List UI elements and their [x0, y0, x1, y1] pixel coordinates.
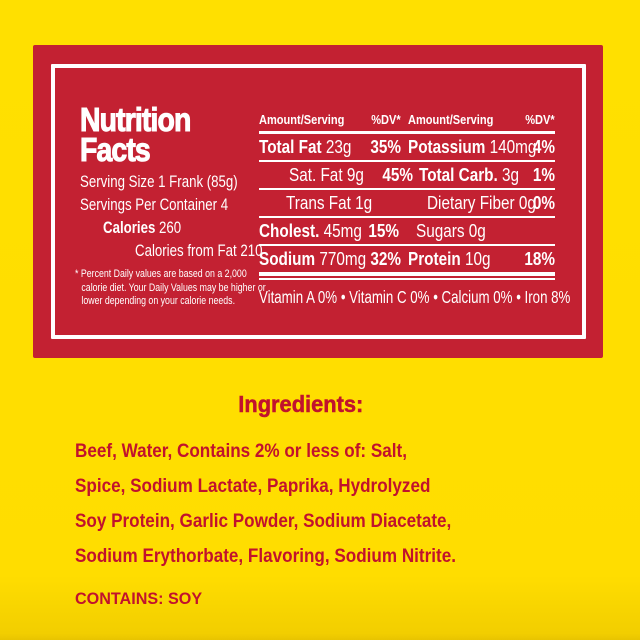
double-divider: [259, 272, 555, 280]
nutrition-facts-left-column: Nutrition Facts Serving Size 1 Frank (85…: [75, 101, 280, 309]
header-dv-right: %DV*: [525, 112, 555, 127]
table-row-sodium-protein: Sodium 770mg 32% Protein 10g 18%: [259, 248, 555, 269]
table-row-cholesterol-sugars: Cholest. 45mg 15% Sugars 0g: [259, 220, 486, 241]
ingredients-line: Sodium Erythorbate, Flavoring, Sodium Ni…: [75, 546, 456, 567]
contains-statement: CONTAINS: SOY: [75, 589, 203, 608]
divider: [259, 160, 555, 162]
table-row-sat-fat-total-carb: Sat. Fat 9g 45% Total Carb. 3g 1%: [289, 164, 555, 185]
title-line-2: Facts: [80, 131, 152, 168]
header-amount-serving-right: Amount/Serving: [408, 112, 494, 127]
ingredients-section: Ingredients: Beef, Water, Contains 2% or…: [75, 391, 527, 609]
ingredients-line: Spice, Sodium Lactate, Paprika, Hydrolyz…: [75, 476, 431, 497]
nutrition-facts-panel: Nutrition Facts Serving Size 1 Frank (85…: [33, 45, 603, 358]
ingredients-line: Soy Protein, Garlic Powder, Sodium Diace…: [75, 511, 452, 532]
table-row-trans-fat-dietary-fiber: Trans Fat 1g Dietary Fiber 0g 0%: [286, 192, 555, 213]
title-line-1: Nutrition: [80, 101, 192, 138]
nutrition-table: Amount/Serving %DV* Amount/Serving %DV* …: [259, 109, 571, 308]
header-amount-serving-left: Amount/Serving: [259, 112, 345, 127]
serving-size: Serving Size 1 Frank (85g): [80, 172, 238, 191]
ingredients-heading: Ingredients:: [238, 391, 364, 418]
vitamins-line: Vitamin A 0% • Vitamin C 0% • Calcium 0%…: [259, 287, 571, 307]
ingredients-line: Beef, Water, Contains 2% or less of: Sal…: [75, 441, 407, 462]
table-row-total-fat-potassium: Total Fat 23g 35% Potassium 140mg 4%: [259, 136, 555, 157]
table-header-row: Amount/Serving %DV* Amount/Serving %DV*: [259, 109, 555, 127]
daily-value-footnote: * Percent Daily values are based on a 2,…: [75, 268, 266, 307]
divider: [259, 244, 555, 246]
header-dv-left: %DV*: [371, 112, 401, 127]
divider: [259, 188, 555, 190]
calories: Calories 260: [103, 218, 182, 237]
nutrition-facts-title: Nutrition Facts: [75, 101, 280, 168]
divider: [259, 216, 555, 218]
servings-per-container: Servings Per Container 4: [80, 195, 229, 214]
divider: [259, 131, 555, 134]
ingredients-list: Beef, Water, Contains 2% or less of: Sal…: [75, 434, 527, 574]
calories-from-fat: Calories from Fat 210: [135, 241, 263, 260]
